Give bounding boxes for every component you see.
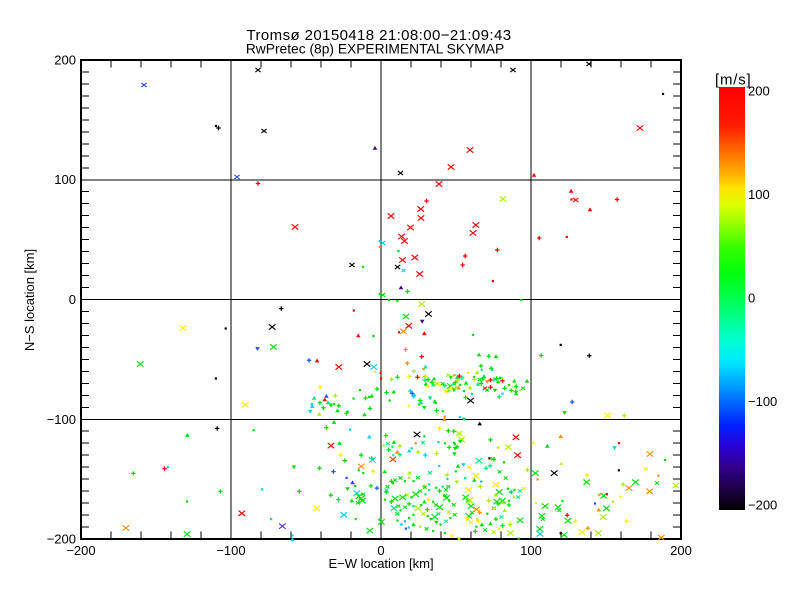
svg-text:−100: −100 [216, 543, 245, 558]
svg-text:0: 0 [377, 543, 384, 558]
svg-text:−200: −200 [66, 543, 95, 558]
svg-text:Tromsø 20150418 21:08:00−21:09: Tromsø 20150418 21:08:00−21:09:43 [247, 27, 512, 44]
svg-text:[m/s]: [m/s] [715, 72, 752, 89]
svg-text:N−S location [km]: N−S location [km] [22, 249, 37, 351]
svg-text:100: 100 [748, 187, 770, 202]
svg-text:200: 200 [54, 53, 76, 68]
svg-text:100: 100 [54, 172, 76, 187]
svg-text:RwPretec (8p) EXPERIMENTAL SKY: RwPretec (8p) EXPERIMENTAL SKYMAP [246, 42, 504, 57]
svg-text:200: 200 [748, 84, 770, 99]
svg-text:0: 0 [748, 291, 755, 306]
svg-text:−100: −100 [47, 412, 76, 427]
svg-text:200: 200 [670, 543, 692, 558]
svg-text:0: 0 [69, 292, 76, 307]
svg-text:−100: −100 [748, 394, 777, 409]
svg-text:100: 100 [520, 543, 542, 558]
svg-text:−200: −200 [47, 532, 76, 547]
svg-text:E−W location [km]: E−W location [km] [328, 556, 433, 571]
svg-text:−200: −200 [748, 498, 777, 513]
